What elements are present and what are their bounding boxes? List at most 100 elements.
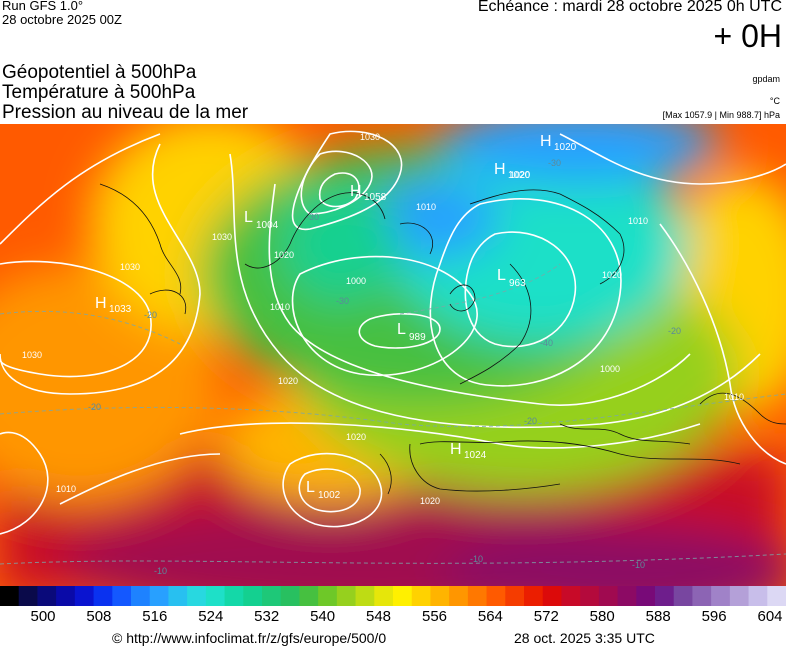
temp-label: -20 bbox=[668, 326, 681, 336]
color-swatch bbox=[336, 586, 357, 606]
parameter-temperature: Température à 500hPa bbox=[2, 82, 196, 103]
color-swatch bbox=[411, 586, 432, 606]
high-center-2: H bbox=[95, 295, 107, 312]
isobar-label: 1010 bbox=[628, 216, 648, 226]
color-swatch bbox=[74, 586, 95, 606]
color-scale-labels: 500 508 516 524 532 540 548 556 564 572 580 588 596 6… bbox=[0, 608, 786, 628]
isobar-label: 1020 bbox=[420, 496, 440, 506]
color-swatch bbox=[524, 586, 544, 606]
color-swatch bbox=[280, 586, 301, 606]
isobar-label: 1020 bbox=[346, 432, 366, 442]
color-swatch bbox=[486, 586, 506, 606]
color-swatch bbox=[299, 586, 319, 606]
color-swatch bbox=[430, 586, 450, 606]
isobars bbox=[0, 130, 786, 535]
low-center-4: L bbox=[306, 479, 315, 496]
unit-geopotential: gpdam bbox=[752, 74, 780, 84]
temp-label: -20 bbox=[144, 310, 157, 320]
isobar-label: 1030 bbox=[360, 132, 380, 142]
scale-tick-label: 500 bbox=[30, 608, 56, 625]
isobar-label: 1020 bbox=[278, 376, 298, 386]
low-value-1: 1004 bbox=[256, 220, 279, 231]
temp-label: -10 bbox=[470, 554, 483, 564]
low-value-3: 989 bbox=[409, 332, 426, 343]
color-swatch bbox=[355, 586, 375, 606]
low-center-1: L bbox=[244, 209, 253, 226]
color-swatch bbox=[729, 586, 750, 606]
low-value-2: 963 bbox=[509, 278, 526, 289]
low-value-4: 1002 bbox=[318, 490, 341, 501]
temp-label: -30 bbox=[548, 158, 561, 168]
color-swatch bbox=[598, 586, 619, 606]
isobar-label: 1030 bbox=[22, 350, 42, 360]
color-swatch bbox=[168, 586, 188, 606]
color-swatch bbox=[18, 586, 39, 606]
high-value-1: 1058 bbox=[364, 192, 387, 203]
color-swatch bbox=[0, 586, 20, 606]
color-swatch bbox=[580, 586, 600, 606]
temperature-isotherms bbox=[0, 263, 786, 565]
color-swatch bbox=[318, 586, 338, 606]
color-swatch bbox=[243, 586, 263, 606]
pressure-range: [Max 1057.9 | Min 988.7] hPa bbox=[662, 110, 780, 120]
scale-tick-label: 516 bbox=[142, 608, 168, 625]
scale-tick-label: 532 bbox=[254, 608, 280, 625]
parameter-geopotential: Géopotentiel à 500hPa bbox=[2, 62, 197, 83]
scale-tick-label: 564 bbox=[477, 608, 503, 625]
scale-tick-label: 524 bbox=[198, 608, 224, 625]
high-center-1: H bbox=[350, 183, 362, 200]
run-date: 28 octobre 2025 00Z bbox=[2, 12, 122, 27]
color-swatch bbox=[767, 586, 786, 606]
isobar-label: 1010 bbox=[724, 392, 744, 402]
isobar-label: 1020 bbox=[510, 170, 530, 180]
render-timestamp: 28 oct. 2025 3:35 UTC bbox=[514, 630, 655, 646]
color-scale bbox=[0, 586, 786, 606]
weather-map: H 1058 H 1033 H 1024 H 1020 H 1020 L 100… bbox=[0, 124, 786, 586]
isobar-values: 1030 1010 1020 1030 1030 1010 1000 1020 … bbox=[22, 132, 744, 506]
high-center-3: H bbox=[450, 441, 462, 458]
color-swatch bbox=[711, 586, 731, 606]
center-labels: H 1058 H 1033 H 1024 H 1020 H 1020 L 100… bbox=[95, 133, 577, 501]
color-swatch bbox=[56, 586, 76, 606]
color-swatch bbox=[224, 586, 244, 606]
high-center-4: H bbox=[540, 133, 552, 150]
temp-label: -40 bbox=[540, 338, 553, 348]
low-center-2: L bbox=[497, 267, 506, 284]
temp-label: -20 bbox=[88, 402, 101, 412]
temp-label: -30 bbox=[336, 296, 349, 306]
color-swatch bbox=[262, 586, 282, 606]
color-swatch bbox=[374, 586, 394, 606]
scale-tick-label: 588 bbox=[645, 608, 671, 625]
color-swatch bbox=[655, 586, 675, 606]
color-swatch bbox=[692, 586, 712, 606]
color-swatch bbox=[673, 586, 694, 606]
high-value-5: 1020 bbox=[508, 170, 531, 181]
low-center-3: L bbox=[397, 321, 406, 338]
high-value-4: 1020 bbox=[554, 142, 577, 153]
scale-tick-label: 580 bbox=[589, 608, 615, 625]
scale-tick-label: 540 bbox=[310, 608, 336, 625]
scale-tick-label: 596 bbox=[701, 608, 727, 625]
temp-label: -10 bbox=[154, 566, 167, 576]
color-swatch bbox=[393, 586, 413, 606]
isobar-label: 1020 bbox=[274, 250, 294, 260]
color-swatch bbox=[131, 586, 151, 606]
color-swatch bbox=[93, 586, 113, 606]
credit-url: © http://www.infoclimat.fr/z/gfs/europe/… bbox=[112, 630, 387, 646]
color-swatch bbox=[187, 586, 207, 606]
isobar-label: 1010 bbox=[56, 484, 76, 494]
isobar-label: 1030 bbox=[120, 262, 140, 272]
color-swatch bbox=[467, 586, 488, 606]
isobar-label: 1010 bbox=[416, 202, 436, 212]
isobar-label: 1000 bbox=[346, 276, 366, 286]
temperature-values: -20 -20 -30 -30 -40 -30 -20 -20 -10 -10 … bbox=[88, 158, 681, 576]
isobar-label: 1030 bbox=[212, 232, 232, 242]
valid-time: Echéance : mardi 28 octobre 2025 0h UTC bbox=[477, 0, 782, 15]
temp-label: -30 bbox=[306, 212, 319, 222]
color-swatch bbox=[748, 586, 768, 606]
isobar-label: 1020 bbox=[602, 270, 622, 280]
coastlines bbox=[99, 183, 786, 495]
scale-tick-label: 572 bbox=[533, 608, 559, 625]
run-title: Run GFS 1.0° bbox=[2, 0, 84, 13]
scale-tick-label: 556 bbox=[421, 608, 448, 625]
